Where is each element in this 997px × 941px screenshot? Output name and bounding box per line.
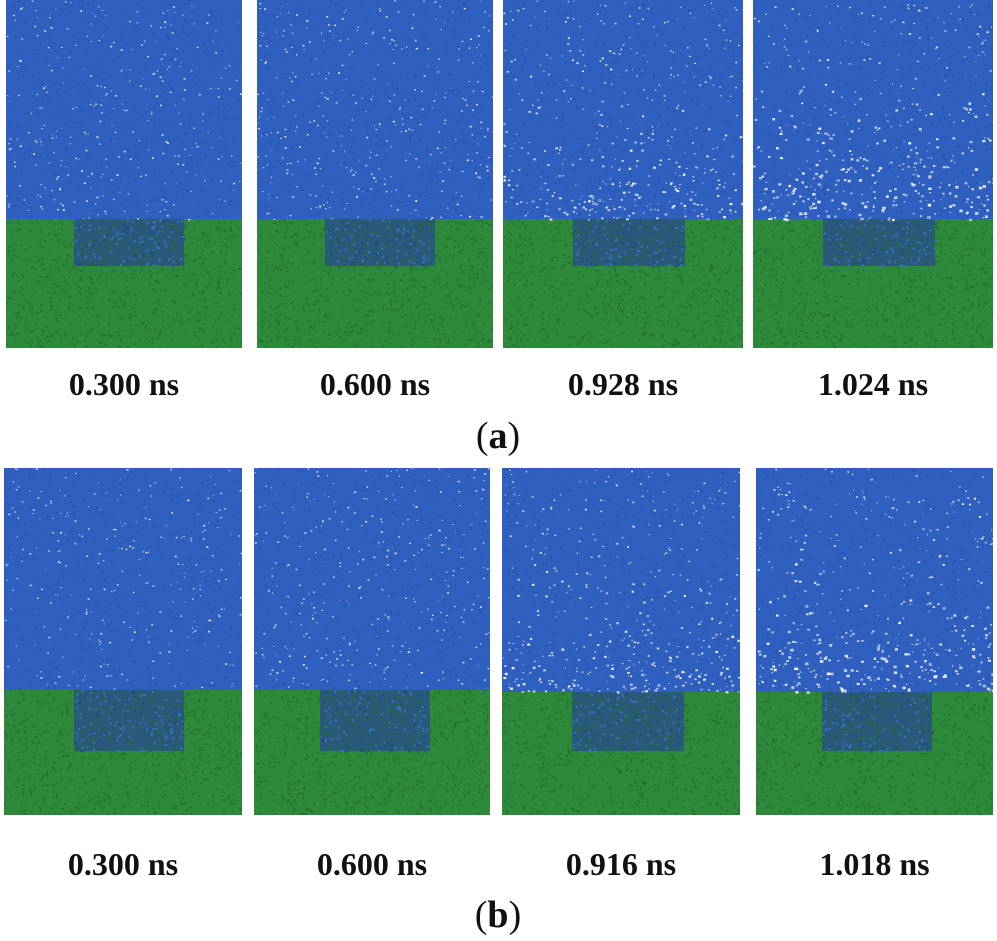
time-label-a3: 0.928 ns bbox=[567, 366, 679, 402]
caption-letter-a: a bbox=[488, 415, 508, 457]
md-snapshot-a2-svg bbox=[257, 0, 493, 348]
md-snapshot-a4-svg bbox=[753, 0, 993, 348]
time-label-a1: 0.300 ns bbox=[68, 366, 180, 402]
solid-lattice bbox=[254, 690, 490, 815]
solid-lattice bbox=[6, 219, 242, 348]
solid-lattice bbox=[503, 219, 743, 348]
liquid-particles bbox=[254, 468, 490, 691]
liquid-region bbox=[6, 0, 242, 219]
snapshot-a1 bbox=[6, 0, 242, 348]
time-label-b1: 0.300 ns bbox=[67, 846, 179, 882]
liquid-region bbox=[503, 0, 743, 219]
snapshot-b4 bbox=[756, 468, 993, 815]
caption-b: (b) bbox=[474, 894, 522, 936]
liquid-particles bbox=[753, 0, 993, 222]
liquid-particles bbox=[756, 468, 993, 694]
liquid-particles bbox=[4, 468, 242, 692]
time-label-a2: 0.600 ns bbox=[319, 366, 431, 402]
time-label-b3: 0.916 ns bbox=[565, 846, 677, 882]
md-snapshot-b4-svg bbox=[756, 468, 993, 815]
time-label-b2: 0.600 ns bbox=[316, 846, 428, 882]
snapshot-a3 bbox=[503, 0, 743, 348]
liquid-particles bbox=[6, 0, 242, 221]
solid-lattice bbox=[4, 690, 242, 815]
caption-a: (a) bbox=[475, 415, 521, 457]
caption-letter-b: b bbox=[487, 894, 509, 936]
md-snapshot-a3-svg bbox=[503, 0, 743, 348]
md-snapshot-b2-svg bbox=[254, 468, 490, 815]
md-snapshot-b3-svg bbox=[502, 468, 740, 815]
snapshot-a4 bbox=[753, 0, 993, 348]
snapshot-b2 bbox=[254, 468, 490, 815]
solid-lattice bbox=[754, 219, 993, 348]
liquid-particles bbox=[257, 0, 493, 221]
snapshot-b3 bbox=[502, 468, 740, 815]
solid-lattice bbox=[756, 692, 993, 815]
md-snapshot-a1-svg bbox=[6, 0, 242, 348]
liquid-region bbox=[753, 0, 993, 219]
liquid-region bbox=[254, 468, 490, 690]
liquid-particles bbox=[502, 468, 740, 694]
liquid-particles bbox=[503, 0, 743, 221]
solid-lattice bbox=[502, 692, 740, 815]
time-label-b4: 1.018 ns bbox=[819, 846, 930, 882]
md-snapshot-b1-svg bbox=[4, 468, 242, 815]
solid-lattice bbox=[257, 219, 493, 348]
liquid-region bbox=[502, 468, 740, 692]
liquid-region bbox=[257, 0, 493, 219]
snapshot-a2 bbox=[257, 0, 493, 348]
liquid-region bbox=[4, 468, 242, 690]
cavity-region bbox=[822, 692, 932, 751]
snapshot-b1 bbox=[4, 468, 242, 815]
time-label-a4: 1.024 ns bbox=[817, 366, 929, 402]
